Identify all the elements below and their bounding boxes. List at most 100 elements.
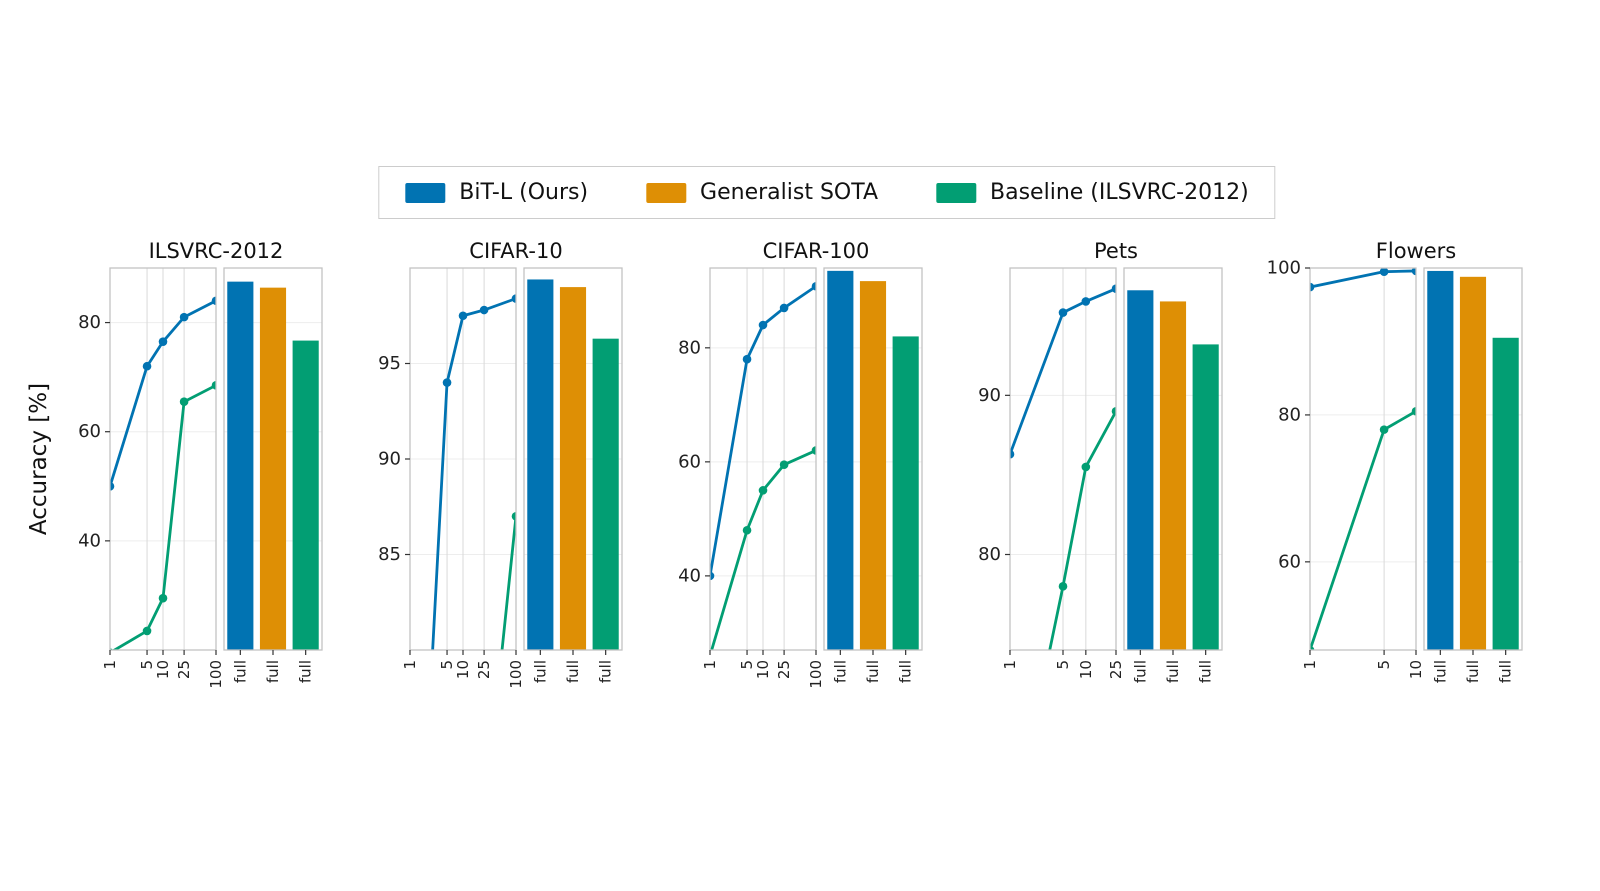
legend: BiT-L (Ours) Generalist SOTA Baseline (I… (378, 166, 1276, 219)
x-tick-label-full: full (1497, 660, 1515, 683)
marker-BiT-L (Ours) (758, 320, 768, 330)
marker-Baseline (ILSVRC-2012) (1310, 645, 1315, 650)
marker-BiT-L (Ours) (1010, 449, 1015, 459)
bar-BiT-L (Ours) (827, 270, 854, 650)
bar-Generalist SOTA (1159, 301, 1187, 650)
line-panel-frame (1309, 267, 1417, 651)
marker-BiT-L (Ours) (1411, 268, 1416, 276)
bar-BiT-L (Ours) (527, 279, 554, 650)
legend-label: Baseline (ILSVRC-2012) (990, 180, 1249, 205)
x-tick-label: 1 (101, 660, 119, 670)
marker-BiT-L (Ours) (742, 354, 752, 364)
x-tick-label: 5 (1375, 660, 1393, 670)
y-tick-label: 80 (678, 337, 701, 358)
marker-BiT-L (Ours) (1081, 297, 1091, 306)
x-tick-label: 1 (1001, 660, 1019, 670)
legend-swatch (646, 182, 687, 203)
x-tick-label: 5 (738, 660, 756, 670)
x-tick-label: 10 (454, 660, 472, 679)
charts-row: Accuracy [%] ILSVRC-2012 40 60 80 1 5 10 25 100 f… (16, 232, 1562, 712)
x-tick-label: 5 (138, 660, 156, 670)
y-axis-label: Accuracy [%] (26, 382, 52, 536)
bar-Generalist SOTA (559, 287, 587, 650)
marker-Baseline (ILSVRC-2012) (211, 381, 216, 390)
marker-BiT-L (Ours) (142, 361, 152, 371)
x-tick-label-full: full (1431, 660, 1449, 683)
x-tick-label-full: full (1164, 660, 1182, 683)
x-tick-label-full: full (897, 660, 915, 683)
marker-Baseline (ILSVRC-2012) (142, 626, 152, 636)
marker-BiT-L (Ours) (1058, 308, 1068, 317)
marker-Baseline (ILSVRC-2012) (511, 512, 516, 521)
legend-swatch (405, 182, 446, 203)
line-BiT-L (Ours) (1310, 269, 1416, 289)
marker-BiT-L (Ours) (511, 294, 516, 303)
marker-Baseline (ILSVRC-2012) (1081, 462, 1091, 472)
bar-BiT-L (Ours) (227, 281, 254, 650)
x-tick-label: 10 (1407, 660, 1425, 679)
bar-Baseline (ILSVRC-2012) (1492, 337, 1519, 650)
x-tick-label: 10 (154, 660, 172, 679)
panel-title: ILSVRC-2012 (149, 239, 284, 263)
x-tick-label: 25 (175, 660, 193, 679)
bar-Baseline (ILSVRC-2012) (592, 338, 619, 650)
marker-Baseline (ILSVRC-2012) (758, 486, 768, 495)
marker-Baseline (ILSVRC-2012) (1411, 406, 1416, 416)
marker-BiT-L (Ours) (179, 312, 189, 322)
x-tick-label: 1 (701, 660, 719, 670)
y-tick-label: 80 (1278, 404, 1301, 425)
marker-BiT-L (Ours) (211, 296, 216, 306)
x-tick-label: 10 (754, 660, 772, 679)
marker-BiT-L (Ours) (442, 378, 452, 387)
x-tick-label: 25 (475, 660, 493, 679)
y-tick-label: 85 (378, 544, 401, 565)
chart-group-Flowers: Flowers 60 80 100 1 5 10 full full full (1267, 239, 1523, 683)
y-tick-label: 90 (378, 449, 401, 470)
y-tick-label: 95 (378, 353, 401, 374)
legend-label: Generalist SOTA (700, 180, 879, 205)
line-BiT-L (Ours) (1010, 287, 1116, 456)
x-tick-label-full: full (1464, 660, 1482, 683)
legend-item-baseline: Baseline (ILSVRC-2012) (936, 180, 1249, 205)
marker-BiT-L (Ours) (479, 305, 489, 315)
marker-Baseline (ILSVRC-2012) (1111, 406, 1116, 416)
y-tick-label: 40 (678, 565, 701, 586)
panel-title: CIFAR-10 (469, 239, 562, 263)
marker-BiT-L (Ours) (779, 303, 789, 313)
line-Baseline (ILSVRC-2012) (1048, 409, 1116, 650)
y-tick-label: 40 (78, 530, 101, 551)
x-tick-label-full: full (264, 660, 282, 683)
x-tick-label: 5 (1054, 660, 1072, 670)
x-tick-label-full: full (531, 660, 549, 683)
y-tick-label: 80 (978, 544, 1001, 565)
chart-group-ILSVRC-2012: ILSVRC-2012 40 60 80 1 510 25 100 full full full (78, 239, 323, 689)
bar-Baseline (ILSVRC-2012) (292, 340, 319, 650)
y-tick-label: 100 (1267, 258, 1301, 279)
marker-BiT-L (Ours) (158, 337, 168, 346)
legend-swatch (936, 182, 977, 203)
x-tick-label: 100 (507, 660, 525, 689)
marker-Baseline (ILSVRC-2012) (779, 460, 789, 470)
marker-Baseline (ILSVRC-2012) (179, 397, 189, 406)
x-tick-label-full: full (1131, 660, 1149, 683)
marker-BiT-L (Ours) (1310, 282, 1315, 292)
marker-BiT-L (Ours) (710, 571, 715, 581)
bar-Generalist SOTA (259, 287, 287, 650)
x-tick-label: 25 (1107, 660, 1125, 679)
y-tick-label: 90 (978, 385, 1001, 406)
x-tick-label: 1 (401, 660, 419, 670)
marker-BiT-L (Ours) (1111, 284, 1116, 293)
y-tick-label: 60 (78, 421, 101, 442)
bar-BiT-L (Ours) (1127, 290, 1154, 650)
panel-title: CIFAR-100 (763, 239, 870, 263)
chart-group-CIFAR-100: CIFAR-100 40 60 80 1 510 25 100 full full full (678, 239, 923, 689)
panel-title: Pets (1094, 239, 1138, 263)
marker-Baseline (ILSVRC-2012) (1379, 425, 1389, 434)
x-tick-label: 100 (807, 660, 825, 689)
marker-Baseline (ILSVRC-2012) (742, 525, 752, 535)
x-tick-label: 100 (207, 660, 225, 689)
y-tick-label: 60 (678, 451, 701, 472)
chart-group-Pets: Pets 80 90 1 5 10 25 full full full (978, 239, 1223, 683)
x-tick-label: 5 (438, 660, 456, 670)
